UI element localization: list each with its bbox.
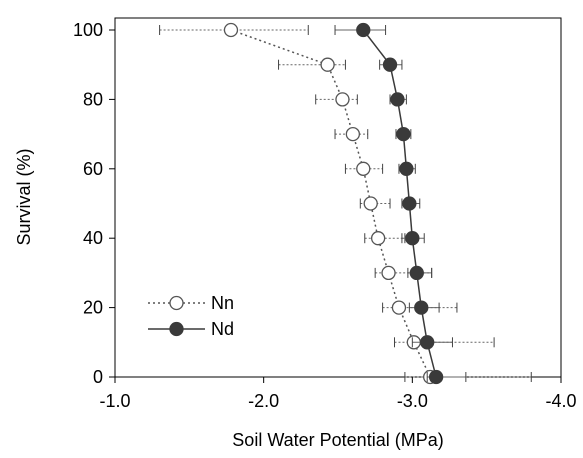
x-axis: -1.0 -2.0 -3.0 -4.0 [99, 377, 577, 411]
plot-frame [114, 17, 562, 378]
legend-label: Nn [211, 293, 234, 313]
data-point [320, 57, 335, 72]
y-tick-label: 80 [83, 89, 103, 109]
data-point [381, 265, 396, 281]
y-tick-label: 100 [73, 20, 103, 40]
data-point [345, 126, 361, 142]
data-point [390, 92, 405, 107]
data-point [396, 126, 411, 142]
data-point [399, 161, 414, 176]
legend-item-nd: Nd [148, 319, 234, 339]
series-nn [159, 22, 532, 385]
y-tick-label: 0 [93, 367, 103, 387]
data-point [428, 369, 444, 385]
data-point [223, 22, 239, 38]
y-tick-label: 20 [83, 298, 103, 318]
plot-border [114, 17, 562, 378]
legend-marker [169, 321, 184, 337]
data-point [391, 300, 407, 315]
y-axis-label: Survival (%) [14, 148, 34, 245]
x-tick-label: -2.0 [248, 391, 279, 411]
legend-item-nn: Nn [148, 293, 234, 313]
data-point [370, 231, 386, 246]
data-point [420, 335, 435, 350]
data-point [402, 196, 417, 211]
series-line [230, 29, 431, 378]
legend: Nn Nd [148, 293, 234, 339]
data-point [414, 300, 429, 315]
series-nd [334, 22, 467, 385]
data-point [356, 22, 371, 38]
data-point [335, 92, 350, 107]
x-tick-label: -1.0 [99, 391, 130, 411]
legend-label: Nd [211, 319, 234, 339]
x-tick-label: -4.0 [545, 391, 576, 411]
data-point [409, 265, 424, 281]
x-axis-label: Soil Water Potential (MPa) [232, 430, 443, 450]
data-point [363, 196, 378, 211]
x-tick-label: -3.0 [397, 391, 428, 411]
data-point [356, 161, 371, 176]
y-tick-label: 60 [83, 159, 103, 179]
series-layer [159, 22, 532, 385]
legend-marker [169, 295, 184, 311]
y-axis: 0 20 40 60 80 100 [73, 20, 115, 387]
y-tick-label: 40 [83, 228, 103, 248]
data-point [405, 231, 420, 246]
data-point [382, 57, 398, 72]
